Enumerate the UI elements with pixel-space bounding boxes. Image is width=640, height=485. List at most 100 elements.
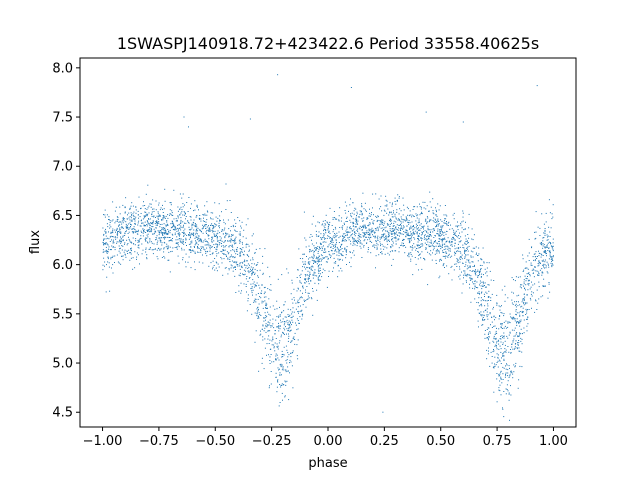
data-point [550, 227, 552, 229]
data-point [318, 231, 320, 233]
data-point [223, 253, 225, 255]
data-point [486, 316, 488, 318]
data-point [507, 326, 509, 328]
data-point [480, 269, 482, 270]
data-point [456, 260, 458, 262]
data-point [171, 233, 173, 235]
data-point [330, 246, 332, 248]
data-point [465, 264, 467, 266]
data-point [189, 229, 191, 231]
data-point [449, 248, 451, 250]
data-point [516, 332, 518, 334]
data-point [217, 217, 219, 219]
data-point [438, 223, 440, 224]
data-point [468, 274, 470, 276]
data-point [388, 234, 390, 236]
data-point [324, 257, 325, 259]
data-point [144, 221, 146, 223]
data-point [447, 222, 449, 224]
data-point [294, 299, 295, 301]
data-point [305, 300, 307, 302]
data-point [164, 231, 166, 233]
data-point [281, 312, 282, 314]
data-point [254, 284, 256, 286]
data-point [148, 248, 150, 250]
data-point [198, 240, 200, 242]
data-point [333, 229, 335, 231]
data-point [472, 261, 474, 263]
data-point [366, 218, 368, 220]
data-point [327, 229, 329, 231]
data-point [269, 356, 271, 358]
data-point [126, 250, 128, 252]
data-point [379, 241, 381, 243]
data-point [407, 234, 409, 236]
data-point [513, 371, 515, 373]
data-point [342, 233, 344, 235]
data-point [511, 302, 513, 304]
data-point [216, 270, 218, 272]
data-point [435, 219, 437, 221]
data-point [223, 253, 224, 255]
data-point [524, 275, 526, 277]
data-point [385, 235, 387, 237]
data-point [453, 231, 455, 233]
data-point [486, 292, 488, 294]
data-point [157, 212, 159, 214]
data-point [308, 297, 310, 299]
data-point [400, 227, 402, 229]
data-point [150, 203, 152, 205]
data-point [318, 249, 320, 251]
data-point [206, 244, 208, 246]
data-point [508, 351, 510, 353]
data-point [299, 316, 301, 318]
data-point [527, 255, 529, 257]
data-point [193, 210, 194, 212]
data-point [511, 344, 513, 345]
data-point [271, 340, 273, 342]
data-point [413, 216, 415, 217]
data-point [396, 231, 397, 233]
data-point [514, 318, 516, 320]
data-point [295, 324, 297, 326]
data-point [508, 399, 510, 401]
data-point [134, 222, 136, 224]
data-point [497, 339, 499, 341]
data-point [266, 354, 267, 356]
data-point [164, 236, 166, 238]
data-point [454, 245, 456, 247]
data-point [313, 245, 315, 247]
data-point [217, 230, 219, 232]
data-point [393, 220, 395, 222]
data-point [109, 224, 111, 226]
data-point [183, 249, 185, 251]
data-point [121, 245, 123, 247]
data-point [338, 242, 340, 243]
data-point [306, 256, 307, 257]
data-point [534, 260, 536, 262]
data-point [190, 228, 192, 230]
data-point [447, 246, 449, 248]
data-point [355, 217, 357, 219]
data-point [549, 254, 551, 256]
data-point [404, 232, 406, 234]
data-point [400, 227, 402, 229]
data-point [532, 268, 534, 270]
data-point [124, 249, 126, 251]
data-point [245, 237, 247, 239]
data-point [441, 233, 443, 235]
data-point [435, 259, 437, 261]
data-point [376, 248, 378, 250]
data-point [459, 241, 461, 243]
data-point [430, 241, 432, 243]
data-point [239, 263, 241, 265]
data-point [527, 276, 528, 277]
data-point [526, 294, 528, 296]
data-point [380, 195, 382, 197]
data-point [441, 240, 443, 242]
data-point [287, 322, 289, 324]
data-point [446, 245, 448, 247]
data-point [149, 238, 151, 240]
data-point [551, 266, 553, 268]
data-point [360, 234, 362, 236]
